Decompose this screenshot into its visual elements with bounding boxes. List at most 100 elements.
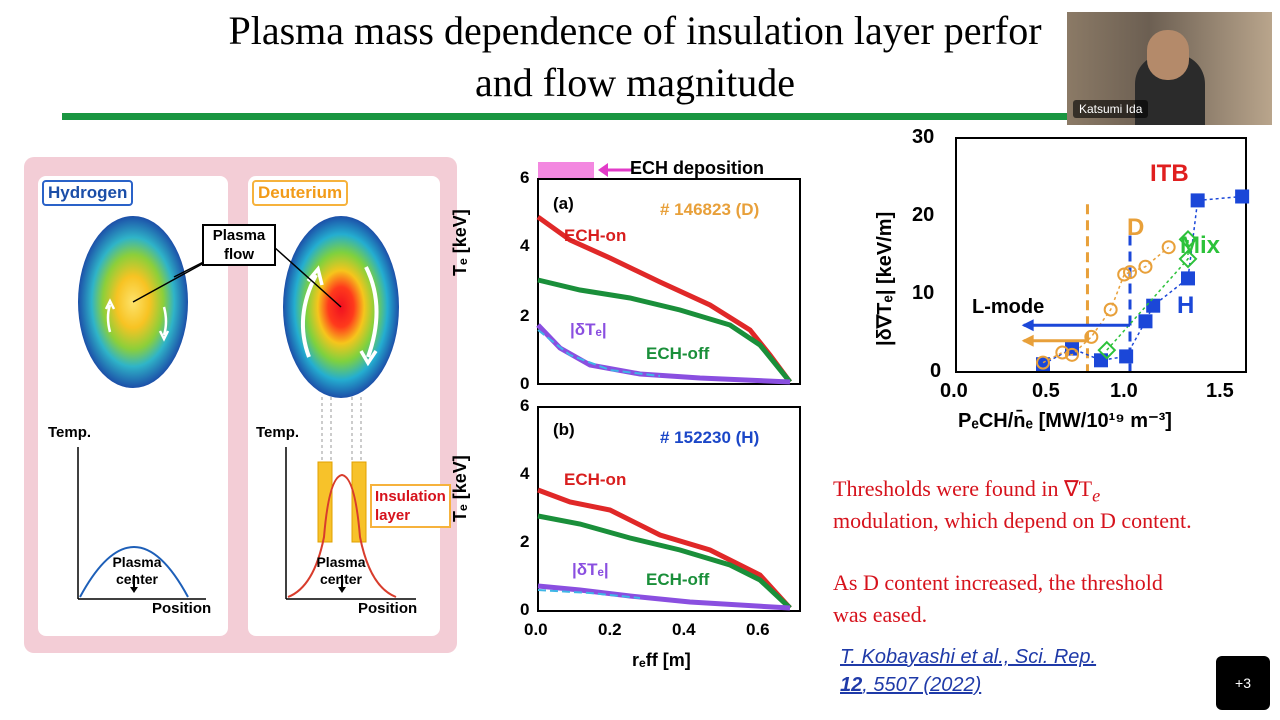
insulation-layer-label: Insulation layer bbox=[370, 484, 451, 528]
panel-a-ytick-6: 6 bbox=[520, 168, 530, 187]
data-point-d bbox=[1065, 347, 1079, 362]
xtick-0-4: 0.4 bbox=[672, 620, 696, 639]
lmode-arrowhead bbox=[1021, 319, 1034, 332]
chart-xlabel: PₑCH/n̄ₑ [MW/10¹⁹ m⁻³] bbox=[958, 410, 1172, 432]
xtick-0-2: 0.2 bbox=[598, 620, 622, 639]
panel-a-shot: # 146823 (D) bbox=[660, 200, 760, 219]
insulation-bar-right bbox=[351, 461, 367, 543]
panel-a-ech-off bbox=[537, 277, 792, 384]
panel-b-ytick-2: 2 bbox=[520, 532, 530, 551]
data-point-h bbox=[1190, 193, 1205, 208]
temp-label-deuterium: Temp. bbox=[256, 424, 300, 441]
threshold-text-line2: modulation, which depend on D content. bbox=[833, 508, 1192, 533]
eased-text-line1: As D content increased, the threshold bbox=[833, 570, 1163, 595]
series-line-h bbox=[1042, 195, 1243, 365]
panel-a-ytick-2: 2 bbox=[520, 306, 530, 325]
panel-b-frame bbox=[537, 406, 801, 612]
mix-label: Mix bbox=[1180, 232, 1221, 259]
data-point-d bbox=[1103, 302, 1118, 317]
chart-ytick-30: 30 bbox=[912, 126, 935, 148]
data-point-d bbox=[1123, 265, 1137, 280]
gradient-threshold-chart bbox=[955, 137, 1250, 373]
xtick-0-6: 0.6 bbox=[746, 620, 770, 639]
panel-a-delta-label: |δTₑ| bbox=[570, 320, 607, 339]
panel-b-ech-off-label: ECH-off bbox=[646, 570, 710, 589]
panel-b-delta-label: |δTₑ| bbox=[572, 560, 609, 579]
series-line-mix bbox=[1106, 239, 1189, 351]
hydrogen-label: Hydrogen bbox=[42, 180, 134, 206]
slide-title-line2: and flow magnitude bbox=[475, 60, 795, 105]
panel-b-delta bbox=[537, 583, 791, 611]
data-point-mix bbox=[1178, 229, 1198, 249]
te-profile-plots bbox=[536, 162, 801, 612]
xtick-0: 0.0 bbox=[524, 620, 548, 639]
title-divider bbox=[62, 113, 1072, 120]
deuterium-label: Deuterium bbox=[252, 180, 349, 206]
slide-title-line1: Plasma mass dependence of insulation lay… bbox=[228, 8, 1042, 53]
panel-b-ytick-6: 6 bbox=[520, 396, 530, 415]
speaker-video-tile[interactable]: Katsumi Ida bbox=[1067, 12, 1272, 125]
chart-ylabel: |δ∇Tₑ| [keV/m] bbox=[874, 211, 896, 346]
panel-a-ylabel: Tₑ [keV] bbox=[450, 209, 470, 276]
reff-xlabel: rₑff [m] bbox=[632, 650, 691, 670]
d-label: D bbox=[1127, 214, 1145, 241]
temp-label-hydrogen: Temp. bbox=[48, 424, 92, 441]
eased-text-line2: was eased. bbox=[833, 602, 928, 627]
deuterium-profile bbox=[287, 473, 397, 598]
panel-b-ech-off bbox=[537, 513, 792, 610]
data-point-mix bbox=[1097, 340, 1117, 360]
position-label-deuterium: Position bbox=[358, 600, 418, 617]
citation-line2[interactable]: 12, 5507 (2022) bbox=[840, 674, 982, 696]
panel-b-ech-on-label: ECH-on bbox=[564, 470, 627, 489]
panel-a-tag: (a) bbox=[553, 194, 574, 213]
position-label-hydrogen: Position bbox=[152, 600, 212, 617]
panel-a-ech-on-label: ECH-on bbox=[564, 226, 627, 245]
speaker-face bbox=[1147, 30, 1189, 80]
chart-xtick-0: 0.0 bbox=[940, 380, 968, 402]
chart-ytick-10: 10 bbox=[912, 282, 935, 304]
panel-b-ylabel: Tₑ [keV] bbox=[450, 455, 470, 522]
data-point-h bbox=[1235, 189, 1250, 204]
threshold-text-line1: Thresholds were found in ∇Te bbox=[833, 476, 1101, 506]
plasma-center-hydrogen: Plasma center bbox=[112, 554, 162, 587]
chart-ytick-20: 20 bbox=[912, 204, 935, 226]
panel-b-ytick-4: 4 bbox=[520, 464, 530, 483]
lmode-arrowhead bbox=[1021, 334, 1034, 347]
chart-xtick-1-5: 1.5 bbox=[1206, 380, 1234, 402]
hydrogen-profile bbox=[79, 546, 189, 598]
itb-label: ITB bbox=[1150, 160, 1189, 187]
concept-drawing bbox=[77, 216, 416, 600]
more-participants-button[interactable]: +3 bbox=[1216, 656, 1270, 710]
chart-xtick-1-0: 1.0 bbox=[1110, 380, 1138, 402]
panel-b-ytick-0: 0 bbox=[520, 600, 530, 619]
plasma-flow-label: Plasma flow bbox=[202, 224, 276, 266]
data-point-h bbox=[1094, 353, 1108, 368]
data-point-d bbox=[1055, 345, 1070, 360]
insulation-bar-left bbox=[317, 461, 333, 543]
data-point-d bbox=[1138, 259, 1153, 274]
data-point-d bbox=[1036, 355, 1050, 370]
panel-a-ytick-4: 4 bbox=[520, 236, 530, 255]
panel-a-ech-off-label: ECH-off bbox=[646, 344, 710, 363]
citation-line1[interactable]: T. Kobayashi et al., Sci. Rep. bbox=[840, 646, 1097, 668]
plasma-center-deuterium: Plasma center bbox=[316, 554, 366, 587]
panel-a-delta bbox=[536, 323, 791, 385]
lmode-label: L-mode bbox=[972, 296, 1045, 318]
ech-deposition-band bbox=[538, 162, 594, 180]
chart-ytick-0: 0 bbox=[930, 360, 942, 382]
data-point-h bbox=[1146, 298, 1161, 313]
panel-b-shot: # 152230 (H) bbox=[660, 428, 760, 447]
data-point-mix bbox=[1178, 249, 1198, 269]
speaker-name: Katsumi Ida bbox=[1073, 100, 1149, 118]
ech-deposition-label: ECH deposition bbox=[630, 158, 764, 178]
h-label: H bbox=[1177, 292, 1195, 319]
panel-a-ytick-0: 0 bbox=[520, 374, 530, 393]
data-point-d bbox=[1161, 240, 1176, 255]
data-point-h bbox=[1138, 314, 1153, 329]
data-point-d bbox=[1084, 329, 1099, 344]
data-point-h bbox=[1119, 349, 1134, 364]
data-point-h bbox=[1181, 271, 1195, 286]
panel-b-ech-on bbox=[537, 487, 792, 610]
panel-b-tag: (b) bbox=[553, 420, 575, 439]
chart-xtick-0-5: 0.5 bbox=[1032, 380, 1060, 402]
